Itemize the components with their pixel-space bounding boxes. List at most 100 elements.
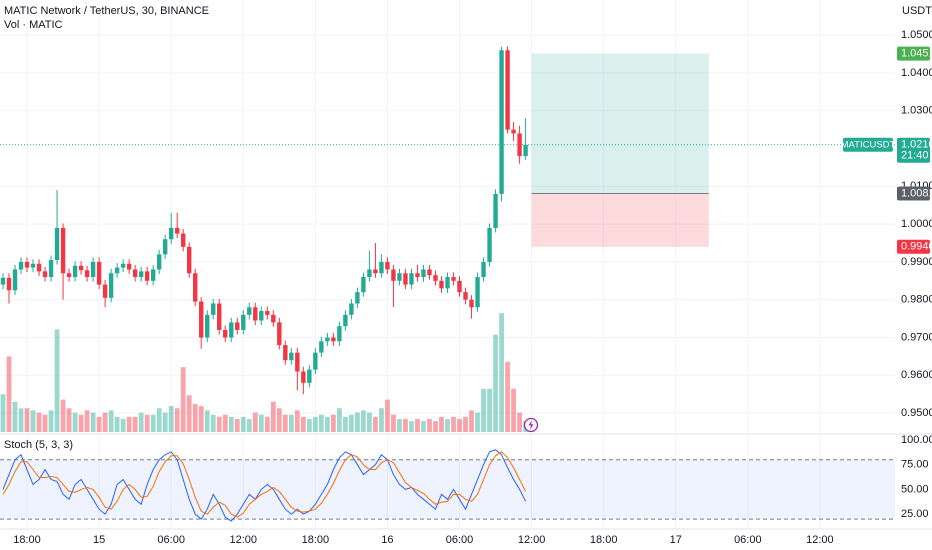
- target-price-box: [897, 46, 930, 61]
- volume-bar: [463, 416, 468, 432]
- volume-bar: [138, 412, 144, 432]
- x-tick-label: 18:00: [590, 534, 618, 546]
- candle-body: [205, 314, 210, 338]
- volume-bar: [258, 414, 264, 432]
- volume-bar: [517, 412, 522, 432]
- candle-body: [349, 303, 354, 315]
- volume-bar: [198, 406, 204, 432]
- volume-bar: [24, 408, 30, 432]
- candle-body: [451, 277, 456, 281]
- stoch-band: [0, 459, 895, 520]
- candle-body: [90, 261, 96, 278]
- candle-body: [138, 271, 144, 278]
- candle-body: [457, 280, 462, 293]
- x-tick-label: 06:00: [734, 534, 762, 546]
- candle-body: [247, 307, 252, 315]
- volume-bar: [108, 410, 114, 432]
- x-tick-label: 18:00: [13, 534, 41, 546]
- volume-bar: [270, 401, 276, 432]
- candle-body: [271, 314, 276, 323]
- stoch-line: [2, 451, 527, 518]
- volume-bar: [505, 361, 510, 432]
- volume-bar: [511, 388, 516, 432]
- candle-body: [6, 277, 12, 291]
- volume-bar: [84, 410, 90, 432]
- candle-body: [301, 371, 306, 383]
- volume-bar: [54, 329, 60, 432]
- volume-bar: [180, 367, 186, 432]
- volume-bar: [168, 406, 174, 432]
- candle-body: [397, 273, 402, 281]
- volume-bar: [276, 408, 282, 432]
- stoch-tick-label: 25.00: [901, 508, 929, 520]
- candle-body: [505, 50, 510, 130]
- entry-price-box: [897, 186, 930, 201]
- candle-body: [421, 269, 426, 278]
- candle-body: [96, 261, 102, 285]
- volume-bar: [246, 419, 252, 432]
- candle-body: [373, 269, 378, 274]
- flash-icon[interactable]: [523, 417, 539, 433]
- volume-bar: [6, 356, 12, 432]
- candle-body: [36, 263, 42, 272]
- candle-body: [144, 271, 150, 281]
- volume-bar: [204, 410, 210, 432]
- volume-bar: [415, 419, 420, 432]
- volume-bar: [216, 416, 222, 432]
- x-tick-label: 18:00: [302, 534, 330, 546]
- volume-bar: [18, 408, 24, 432]
- volume-bar: [354, 412, 360, 432]
- volume-bar: [228, 416, 234, 432]
- countdown: 21:40: [901, 150, 929, 162]
- candle-body: [403, 273, 408, 285]
- candle-body: [181, 233, 186, 247]
- stoch-legend: Stoch (5, 3, 3): [4, 439, 73, 451]
- volume-bar: [499, 313, 504, 432]
- y-tick-label: 0.9800: [901, 294, 932, 306]
- volume-bar: [475, 412, 480, 432]
- candle-body: [60, 227, 66, 274]
- volume-bar: [288, 414, 294, 432]
- x-tick-label: 16: [381, 534, 393, 546]
- volume-bar: [348, 414, 354, 432]
- candle-body: [114, 267, 120, 274]
- candle-body: [523, 144, 528, 157]
- volume-bar: [162, 412, 168, 432]
- y-tick-label: 1.0300: [901, 105, 932, 117]
- volume-bar: [282, 414, 288, 432]
- volume-bar: [222, 414, 228, 432]
- candle-body: [493, 193, 498, 228]
- y-tick-label: 0.9500: [901, 407, 932, 419]
- volume-bar: [487, 388, 492, 432]
- target-price-text: 1.0451: [901, 48, 932, 60]
- volume-bar: [234, 419, 240, 432]
- candle-body: [265, 311, 270, 315]
- volume-bar: [36, 412, 42, 432]
- stoch-tick-label: 50.00: [901, 483, 929, 495]
- volume-bar: [391, 414, 396, 432]
- candle-body: [193, 273, 198, 302]
- candle-body: [307, 369, 312, 383]
- candle-body: [325, 337, 330, 342]
- volume-bar: [60, 399, 66, 432]
- candle-body: [295, 352, 300, 372]
- candle-body: [211, 303, 216, 315]
- x-tick-label: 12:00: [230, 534, 258, 546]
- candle-body: [223, 329, 228, 338]
- candle-body: [54, 227, 60, 261]
- entry-price-text: 1.0081: [901, 187, 932, 199]
- candle-body: [132, 269, 138, 278]
- volume-bar: [174, 408, 180, 432]
- x-tick-label: 06:00: [157, 534, 185, 546]
- profit-zone: [531, 53, 709, 194]
- candle-body: [229, 322, 234, 338]
- volume-bar: [312, 416, 318, 432]
- candle-body: [84, 270, 90, 278]
- candle-body: [156, 254, 162, 270]
- candle-body: [469, 299, 474, 308]
- volume-bar: [294, 410, 300, 432]
- x-tick-label: 15: [93, 534, 105, 546]
- stop-price-box: [897, 239, 930, 254]
